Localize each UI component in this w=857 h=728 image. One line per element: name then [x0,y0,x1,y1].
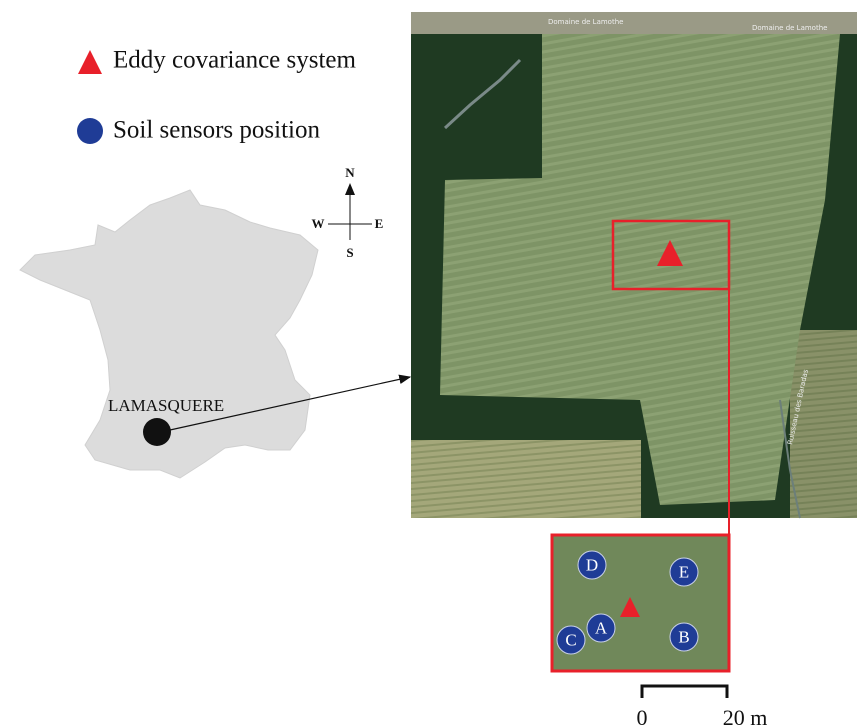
sensor-label: D [586,556,598,575]
map-label: Domaine de Lamothe [752,24,827,32]
legend-label: Eddy covariance system [113,47,357,74]
compass-n: N [345,165,355,180]
site-marker [143,418,171,446]
compass-w: W [312,216,325,231]
sensor-label: C [565,631,576,650]
legend-label: Soil sensors position [113,117,320,144]
site-label: LAMASQUERE [108,396,224,415]
sensor-marker [577,550,607,580]
sensor-label: A [595,619,608,638]
sensor-marker [669,557,699,587]
sensor-label: B [678,628,689,647]
legend-circle [77,118,103,144]
location-arrow [169,374,412,431]
compass: N S W E [312,165,384,260]
compass-s: S [346,245,353,260]
scale-bar [640,684,729,698]
sensor-marker [669,622,699,652]
country-shape [19,189,319,479]
sensor-marker [556,625,586,655]
map-label: Domaine de Lamothe [548,18,623,26]
sensor-label: E [679,563,689,582]
scale-end: 20 m [723,705,768,728]
compass-e: E [375,216,384,231]
satellite-map: Domaine de Lamothe Domaine de Lamothe Ru… [411,12,857,519]
scale-start: 0 [637,705,648,728]
sensor-marker [586,613,616,643]
legend-triangle [78,50,102,74]
